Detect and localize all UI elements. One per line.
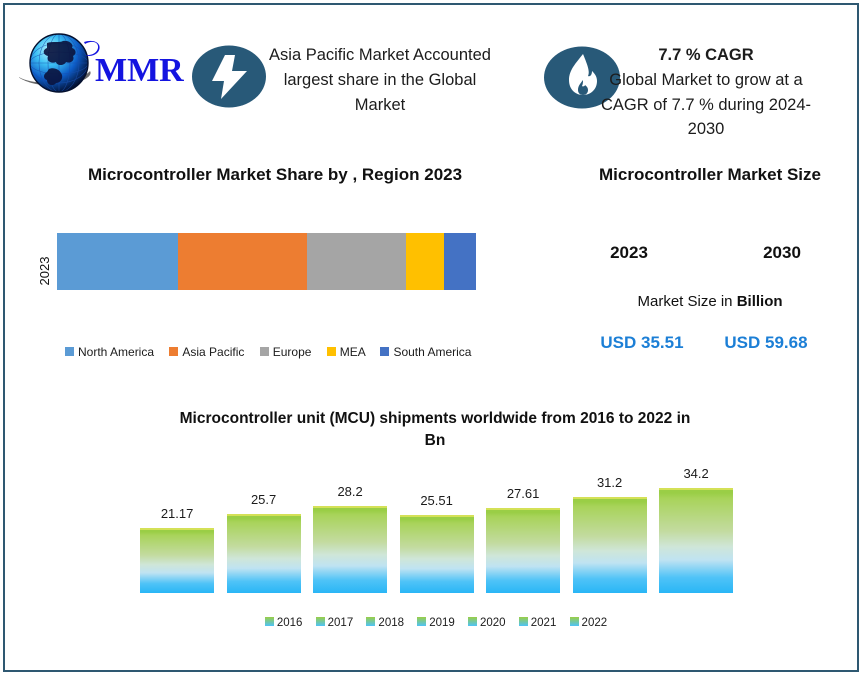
svg-text:MMR: MMR: [95, 52, 184, 89]
svg-text:2023: 2023: [37, 257, 52, 286]
